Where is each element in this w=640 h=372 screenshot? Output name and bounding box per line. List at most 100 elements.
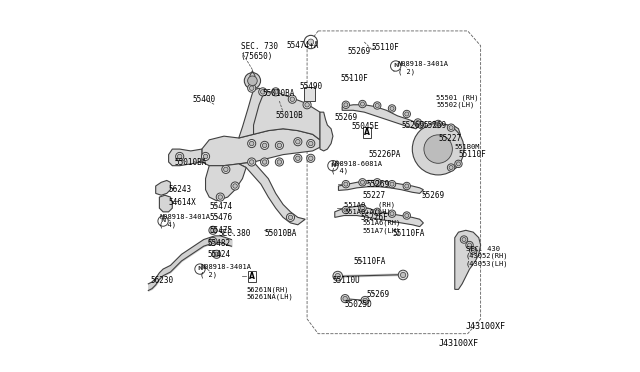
Circle shape — [344, 103, 348, 107]
Polygon shape — [168, 149, 202, 166]
Circle shape — [262, 160, 267, 164]
Circle shape — [248, 84, 256, 92]
Text: 55490: 55490 — [300, 82, 323, 91]
Text: 551A0   (RH)
551A0+A(LH): 551A0 (RH) 551A0+A(LH) — [344, 201, 395, 215]
Polygon shape — [159, 195, 172, 212]
Text: 55045E: 55045E — [351, 122, 379, 131]
Polygon shape — [342, 105, 420, 129]
Polygon shape — [239, 88, 263, 138]
Text: 55110F: 55110F — [372, 43, 399, 52]
Circle shape — [204, 154, 208, 159]
Text: 54614X: 54614X — [168, 198, 196, 207]
Circle shape — [333, 271, 342, 281]
Text: 55010BA: 55010BA — [264, 230, 297, 238]
Circle shape — [223, 167, 228, 171]
Circle shape — [361, 296, 369, 305]
Circle shape — [308, 156, 313, 161]
Text: 55110F: 55110F — [340, 74, 368, 83]
Text: 55476: 55476 — [209, 213, 232, 222]
Circle shape — [403, 110, 410, 118]
Circle shape — [456, 162, 461, 166]
Circle shape — [416, 121, 420, 125]
Text: N08918-6081A
( 4): N08918-6081A ( 4) — [331, 161, 382, 174]
Circle shape — [447, 164, 455, 171]
Text: 55010B: 55010B — [276, 111, 303, 121]
Circle shape — [335, 273, 340, 279]
Circle shape — [359, 179, 366, 186]
Circle shape — [404, 112, 409, 116]
Circle shape — [259, 88, 267, 96]
Circle shape — [248, 140, 256, 148]
Circle shape — [414, 119, 422, 126]
Circle shape — [398, 270, 408, 280]
Circle shape — [419, 123, 424, 127]
Polygon shape — [202, 129, 320, 166]
Circle shape — [275, 158, 284, 166]
Text: 55269: 55269 — [424, 121, 447, 129]
Circle shape — [195, 264, 205, 274]
Polygon shape — [205, 164, 246, 201]
Circle shape — [296, 156, 300, 161]
Circle shape — [359, 205, 366, 212]
Circle shape — [294, 138, 302, 146]
Circle shape — [250, 160, 254, 164]
Circle shape — [248, 76, 257, 86]
Polygon shape — [455, 230, 481, 289]
Text: SEC. 430
(43052(RH)
(43053(LH): SEC. 430 (43052(RH) (43053(LH) — [466, 246, 508, 267]
Text: 55269: 55269 — [348, 47, 371, 56]
Circle shape — [260, 90, 265, 94]
Bar — [363, 127, 371, 138]
Circle shape — [375, 210, 380, 214]
Circle shape — [403, 212, 410, 219]
Circle shape — [307, 154, 315, 162]
Circle shape — [209, 226, 217, 234]
Circle shape — [296, 140, 300, 144]
Circle shape — [343, 296, 348, 301]
Text: 55269: 55269 — [401, 121, 424, 129]
Circle shape — [404, 214, 409, 218]
Text: 55227: 55227 — [438, 134, 461, 142]
Text: N08918-3401A
( 2): N08918-3401A ( 2) — [397, 61, 449, 75]
Circle shape — [466, 241, 473, 249]
Circle shape — [388, 180, 396, 188]
Circle shape — [455, 160, 462, 167]
Circle shape — [294, 154, 302, 162]
Circle shape — [344, 208, 348, 212]
Circle shape — [290, 97, 294, 102]
Circle shape — [401, 272, 406, 278]
Circle shape — [360, 102, 365, 106]
Text: 55269: 55269 — [366, 180, 389, 189]
Circle shape — [305, 103, 309, 107]
Circle shape — [374, 208, 381, 215]
Circle shape — [342, 101, 349, 109]
Circle shape — [344, 182, 348, 186]
Circle shape — [360, 180, 365, 185]
Circle shape — [412, 123, 464, 175]
Polygon shape — [339, 180, 424, 193]
Circle shape — [462, 237, 466, 241]
Circle shape — [342, 180, 349, 188]
Text: N08918-3401A
( 4): N08918-3401A ( 4) — [159, 214, 211, 228]
Text: 56243: 56243 — [168, 185, 192, 194]
Circle shape — [218, 195, 223, 199]
Polygon shape — [320, 112, 333, 151]
Text: 55010BA: 55010BA — [263, 89, 295, 98]
Circle shape — [435, 120, 442, 128]
Circle shape — [287, 213, 294, 221]
Circle shape — [303, 101, 311, 109]
Circle shape — [447, 124, 455, 131]
Polygon shape — [422, 121, 460, 169]
Circle shape — [211, 239, 215, 244]
Circle shape — [363, 298, 367, 303]
Circle shape — [471, 248, 476, 253]
Text: N08918-3401A
( 2): N08918-3401A ( 2) — [200, 264, 251, 278]
Text: 55269: 55269 — [366, 291, 389, 299]
Circle shape — [250, 86, 254, 90]
Text: 55010BA: 55010BA — [174, 157, 207, 167]
Text: 55475: 55475 — [209, 226, 232, 235]
Text: 55474+A: 55474+A — [287, 41, 319, 50]
Text: 55400: 55400 — [193, 95, 216, 104]
Circle shape — [277, 160, 282, 164]
Text: J43100XF: J43100XF — [466, 322, 506, 331]
Text: N: N — [197, 266, 203, 271]
